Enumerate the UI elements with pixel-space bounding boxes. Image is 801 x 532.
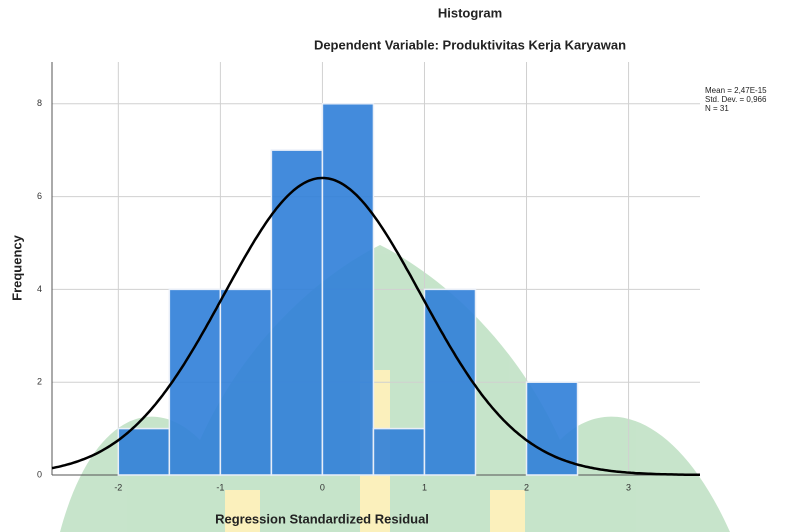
chart-title: Histogram [438,5,502,20]
bar [373,429,424,475]
stats-line: Std. Dev. = 0,966 [705,95,767,104]
stats-line: Mean = 2,47E-15 [705,86,767,95]
chart: Histogram Dependent Variable: Produktivi… [0,0,801,532]
chart-subtitle: Dependent Variable: Produktivitas Kerja … [314,37,626,52]
x-tick-label: 3 [626,482,631,492]
x-tick-label: 2 [524,482,529,492]
bar [271,150,322,475]
x-tick-label: -1 [216,482,224,492]
x-tick-label: -2 [114,482,122,492]
y-tick-label: 6 [37,191,42,201]
x-tick-label: 0 [320,482,325,492]
y-tick-label: 8 [37,98,42,108]
x-axis-label: Regression Standardized Residual [215,511,429,526]
bar [220,289,271,475]
y-tick-label: 0 [37,469,42,479]
bar [322,104,373,475]
stats-line: N = 31 [705,104,729,113]
y-tick-label: 4 [37,284,42,294]
x-tick-label: 1 [422,482,427,492]
y-tick-label: 2 [37,377,42,387]
y-axis-label: Frequency [9,234,24,301]
